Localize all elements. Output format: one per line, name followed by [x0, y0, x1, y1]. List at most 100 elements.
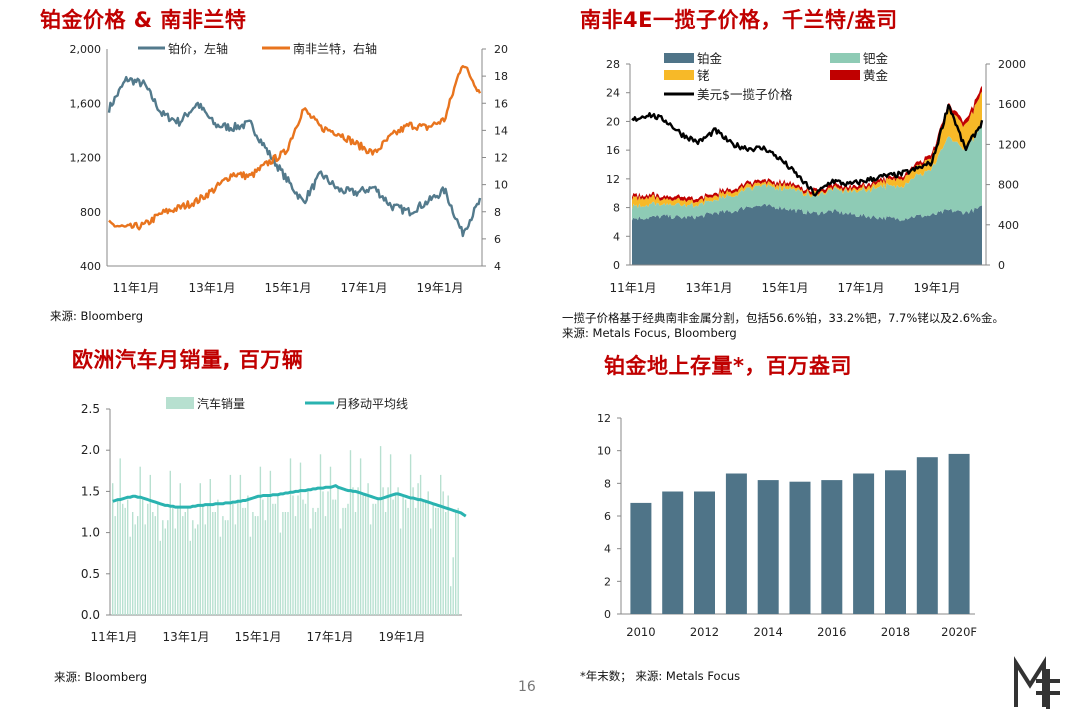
chart3-sales-bar	[182, 516, 184, 615]
chart3-sales-bar	[292, 495, 294, 615]
chart3-sales-bar	[212, 512, 214, 615]
chart2-basket-price: 28 24 20 16 12 8 4 0 2000 1600 1200 800 400 0 11年1月 13年…	[606, 51, 1026, 295]
chart4-bar	[757, 480, 779, 614]
chart3-sales-bar	[149, 474, 151, 615]
chart3-sales-bar	[134, 524, 136, 615]
chart2-y-left-tick: 24	[606, 87, 620, 100]
chart3-sales-bar	[334, 499, 337, 615]
chart3-sales-bar	[399, 528, 402, 615]
chart3-sales-bar	[269, 470, 272, 615]
chart4-y-tick: 10	[597, 445, 611, 458]
chart3-sales-bar	[272, 503, 274, 615]
chart3-sales-bar	[287, 512, 289, 615]
chart3-sales-bar	[274, 503, 277, 615]
chart3-sales-bar	[440, 474, 442, 615]
chart3-sales-bar	[267, 495, 269, 615]
chart3-sales-bar	[389, 454, 392, 615]
chart3-sales-bar	[179, 483, 181, 615]
chart3-sales-bar	[177, 507, 179, 615]
chart3-sales-bar	[419, 474, 422, 615]
chart3-sales-bar	[144, 524, 146, 615]
chart3-sales-bar	[184, 512, 186, 615]
chart3-sales-bar	[337, 487, 339, 615]
chart3-sales-bar	[404, 499, 407, 615]
chart3-sales-bar	[452, 557, 454, 615]
chart3-sales-bar	[124, 507, 126, 615]
chart3-sales-bar	[252, 512, 254, 615]
chart1-x-tick: 13年1月	[189, 281, 236, 295]
chart4-title: 铂金地上存量*，百万盎司	[604, 354, 852, 378]
chart2-y-right-tick: 1600	[998, 98, 1026, 111]
chart3-sales-bar	[112, 483, 114, 615]
chart2-y-left-tick: 12	[606, 173, 620, 186]
chart3-sales-bar	[347, 503, 349, 615]
chart4-y-tick: 4	[604, 543, 611, 556]
chart3-sales-bar	[227, 520, 229, 615]
chart3-sales-bar	[242, 507, 244, 615]
chart3-sales-bar	[387, 487, 389, 615]
chart4-bar	[821, 480, 843, 614]
chart1-title: 铂金价格 & 南非兰特	[40, 8, 247, 32]
chart3-source: 来源: Bloomberg	[54, 670, 148, 684]
chart3-sales-bar	[142, 499, 144, 615]
chart3-sales-bar	[164, 528, 166, 615]
chart3-sales-bar	[147, 503, 149, 615]
chart2-legend-platinum-swatch	[664, 53, 694, 63]
chart3-sales-bar	[192, 520, 194, 615]
chart3-sales-bar	[234, 524, 237, 615]
chart1-y-right-tick: 16	[494, 97, 508, 110]
chart3-sales-bar	[302, 499, 304, 615]
chart2-legend-rhodium-swatch	[664, 70, 694, 80]
chart3-y-tick: 0.0	[81, 608, 100, 622]
chart3-y-tick: 0.5	[81, 567, 100, 581]
chart4-bar	[694, 491, 715, 614]
chart2-y-left-tick: 16	[606, 144, 620, 157]
chart3-sales-bar	[430, 528, 432, 615]
chart3-sales-bar	[324, 516, 327, 615]
chart3-sales-bar	[319, 454, 322, 615]
chart3-sales-bar	[352, 487, 354, 615]
chart3-sales-bar	[339, 528, 342, 615]
chart3-sales-bar	[187, 507, 189, 615]
chart3-sales-bar	[189, 540, 191, 615]
chart4-bar	[916, 457, 938, 614]
chart3-sales-bar	[447, 495, 449, 615]
chart2-y-right-tick: 0	[998, 259, 1005, 272]
chart2-title: 南非4E一揽子价格，千兰特/盎司	[580, 8, 898, 32]
chart3-sales-bar	[194, 528, 196, 615]
chart3-sales-bar	[172, 507, 174, 615]
chart3-sales-bar	[402, 495, 404, 615]
chart4-y-tick: 0	[604, 608, 611, 621]
chart2-legend-palladium: 钯金	[863, 51, 889, 66]
chart4-x-tick: 2012	[690, 625, 719, 639]
chart3-sales-bar	[114, 516, 116, 615]
chart3-sales-bar	[167, 520, 169, 615]
chart1-y-right-tick: 8	[494, 206, 501, 219]
chart2-y-left-tick: 4	[613, 230, 620, 243]
chart3-sales-bar	[327, 491, 329, 615]
chart4-x-tick: 2018	[881, 625, 910, 639]
chart3-sales-bar	[397, 487, 399, 615]
chart2-area-platinum	[632, 203, 982, 265]
chart3-sales-bar	[314, 512, 317, 615]
chart3-sales-bar	[197, 524, 199, 615]
chart3-sales-bar	[202, 503, 204, 615]
chart1-zar-line	[108, 64, 482, 231]
chart1-y-left-tick: 800	[80, 206, 101, 219]
chart3-sales-bar	[435, 507, 437, 615]
chart3-sales-bar	[209, 479, 211, 615]
chart2-area-rhodium	[632, 91, 982, 209]
chart2-legend-basket: 美元$一揽子价格	[697, 87, 793, 102]
chart3-sales-bar	[412, 487, 414, 615]
chart3-sales-bar	[129, 536, 131, 615]
chart3-sales-bar	[279, 532, 282, 615]
chart1-y-right-tick: 4	[494, 260, 501, 273]
chart3-sales-bar	[294, 516, 297, 615]
chart2-note: 一揽子价格基于经典南非金属分割，包括56.6%铂，33.2%钯，7.7%铑以及2…	[562, 311, 1004, 325]
chart1-y-right-tick: 6	[494, 233, 501, 246]
chart3-sales-bar	[217, 499, 219, 615]
chart3-sales-bar	[455, 512, 457, 615]
chart3-sales-bar	[247, 495, 249, 615]
chart3-sales-bar	[409, 454, 412, 615]
